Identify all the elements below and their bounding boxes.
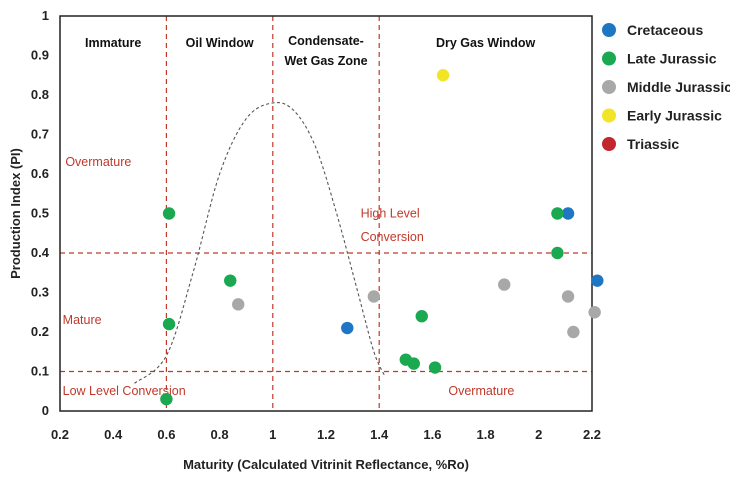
x-tick-label: 2 <box>535 427 542 442</box>
annotation: Low Level Conversion <box>63 384 186 398</box>
data-point <box>160 392 173 406</box>
data-point <box>162 317 176 331</box>
annotation: Overmature <box>65 155 131 169</box>
data-point <box>591 274 604 287</box>
y-tick-label: 0 <box>42 403 49 418</box>
x-tick-label: 1 <box>269 427 276 442</box>
legend-swatch <box>602 23 616 37</box>
y-tick-label: 0.8 <box>31 87 49 102</box>
data-point <box>162 207 176 220</box>
annotation: High Level <box>361 206 420 220</box>
data-point <box>551 246 564 260</box>
legend-swatch <box>602 51 616 66</box>
x-tick-label: 1.2 <box>317 427 335 442</box>
data-point <box>567 325 580 339</box>
reference-lines <box>60 16 592 411</box>
y-tick-label: 0.9 <box>31 48 49 63</box>
y-axis-title: Production Index (PI) <box>8 148 23 279</box>
x-axis-ticks: 0.2 0.4 0.6 0.8 1 1.2 1.4 1.6 1.8 2 2.2 <box>51 427 601 442</box>
legend-label: Late Jurassic <box>627 51 717 67</box>
legend-label: Cretaceous <box>627 22 703 38</box>
legend: Cretaceous Late Jurassic Middle Jurassic Ea… <box>602 22 730 152</box>
x-tick-label: 1.4 <box>370 427 389 442</box>
annotation: Conversion <box>361 230 424 244</box>
y-tick-label: 0.5 <box>31 206 49 221</box>
data-point <box>224 274 237 287</box>
data-point <box>232 298 245 311</box>
legend-label: Triassic <box>627 136 679 152</box>
annotation: Mature <box>63 313 102 327</box>
data-points <box>160 69 604 406</box>
legend-label: Middle Jurassic <box>627 79 730 95</box>
annotations: Overmature High Level Conversion Mature Low … <box>63 155 515 398</box>
maturity-curve <box>134 102 386 384</box>
data-point <box>551 207 564 220</box>
legend-swatch <box>602 137 616 151</box>
x-axis-title: Maturity (Calculated Vitrinit Reflectanc… <box>183 457 469 472</box>
data-point <box>428 361 442 374</box>
x-tick-label: 2.2 <box>583 427 601 442</box>
x-tick-label: 1.8 <box>477 427 495 442</box>
zone-label: Dry Gas Window <box>436 36 535 50</box>
y-tick-label: 0.2 <box>31 324 49 339</box>
zone-label: Condensate- <box>288 34 364 48</box>
y-tick-label: 0.1 <box>31 364 49 379</box>
data-point <box>415 310 428 323</box>
zone-label: Oil Window <box>186 36 254 50</box>
y-tick-label: 0.6 <box>31 166 49 181</box>
data-point <box>561 290 575 303</box>
annotation: Overmature <box>448 384 514 398</box>
data-point <box>588 306 601 319</box>
x-tick-label: 0.4 <box>104 427 123 442</box>
x-tick-label: 0.6 <box>157 427 175 442</box>
legend-swatch <box>602 108 616 123</box>
y-axis-ticks: 0 0.1 0.2 0.3 0.4 0.5 0.6 0.7 0.8 0.9 1 <box>31 8 50 418</box>
data-point <box>407 357 420 370</box>
data-point <box>436 69 450 82</box>
data-point <box>367 290 381 303</box>
zone-label: Immature <box>85 36 141 50</box>
legend-label: Early Jurassic <box>627 108 722 124</box>
y-tick-label: 0.3 <box>31 285 49 300</box>
zone-label-line2: Wet Gas Zone <box>284 54 367 68</box>
data-point <box>341 321 354 335</box>
legend-swatch <box>602 80 616 94</box>
y-tick-label: 1 <box>42 8 49 23</box>
x-tick-label: 0.2 <box>51 427 69 442</box>
y-tick-label: 0.4 <box>31 245 50 260</box>
data-point <box>561 207 575 220</box>
x-tick-label: 0.8 <box>211 427 229 442</box>
x-tick-label: 1.6 <box>423 427 441 442</box>
y-tick-label: 0.7 <box>31 127 49 142</box>
data-point <box>498 278 511 291</box>
curve-path <box>134 102 386 384</box>
zone-labels: Immature Oil Window Condensate- Wet Gas Zon… <box>85 34 535 68</box>
plot-frame <box>59 15 593 412</box>
